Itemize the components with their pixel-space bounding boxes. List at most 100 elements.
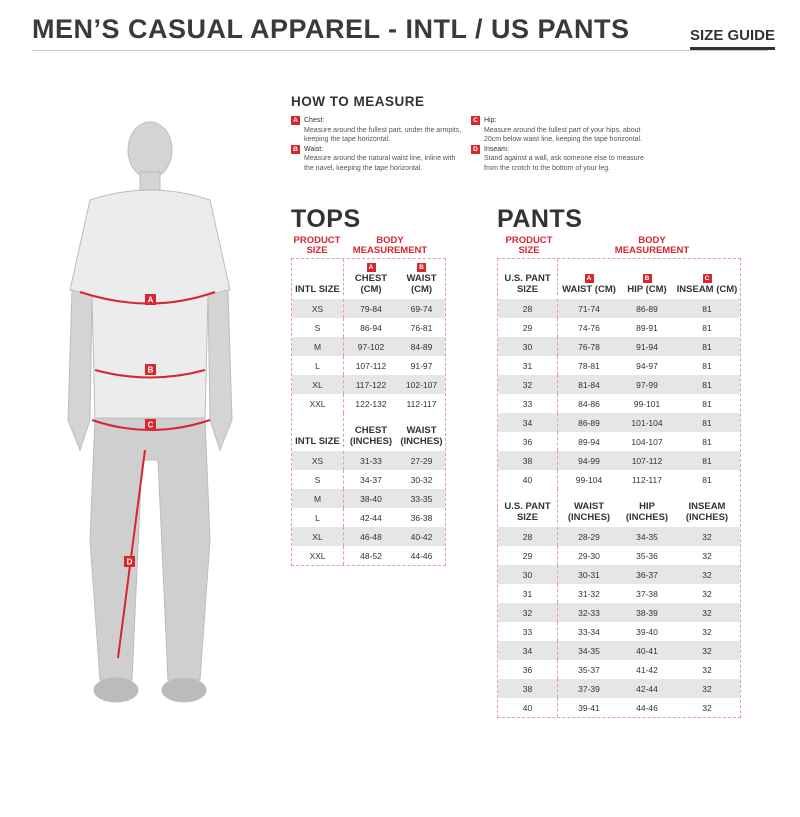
measure-item-text: Measure around the fullest part of your … bbox=[484, 126, 642, 144]
table-row: 33 84-86 99-101 81 bbox=[498, 394, 740, 413]
measure-item-header: B Waist: bbox=[291, 144, 466, 155]
cm-header-row: U.S. PANT SIZE A WAIST (CM) B HIP (CM) C INSEA… bbox=[498, 259, 740, 299]
size-cell: 31 bbox=[498, 584, 558, 603]
header-label: WAIST (INCHES) bbox=[567, 501, 611, 523]
page-title: MEN’S CASUAL APPAREL - INTL / US PANTS bbox=[32, 14, 630, 44]
size-cell: XL bbox=[292, 375, 344, 394]
size-cell: 40 bbox=[498, 470, 558, 489]
value-cell: 76-81 bbox=[410, 322, 433, 333]
table-row: 31 31-32 37-38 32 bbox=[498, 584, 740, 603]
divider bbox=[32, 50, 768, 51]
value-cell: 81 bbox=[702, 398, 712, 409]
header-label: INTL SIZE bbox=[295, 283, 340, 295]
header-cell: CHEST (INCHES) bbox=[344, 425, 398, 447]
value-cell: 81-84 bbox=[578, 379, 600, 390]
value-cell: 30-32 bbox=[410, 474, 433, 485]
value-cell: 89-91 bbox=[636, 322, 658, 333]
table-row: 30 76-78 91-94 81 bbox=[498, 337, 740, 356]
value-cell: 81 bbox=[702, 303, 712, 314]
value-cell: 32 bbox=[702, 683, 712, 694]
size-guide-tab[interactable]: SIZE GUIDE bbox=[690, 27, 776, 50]
value-cell: 48-52 bbox=[360, 550, 382, 561]
value-cell: 31-33 bbox=[360, 455, 382, 466]
value-cell: 107-112 bbox=[355, 360, 387, 371]
value-cell: 40-42 bbox=[410, 531, 433, 542]
size-cell: 30 bbox=[498, 337, 558, 356]
table-row: XL 46-48 40-42 bbox=[292, 527, 445, 546]
value-cell: 27-29 bbox=[410, 455, 433, 466]
tops-product-size: PRODUCT SIZE bbox=[293, 235, 341, 256]
size-cell: XXL bbox=[292, 546, 344, 565]
marker-badge: A bbox=[366, 263, 376, 272]
table-row: 28 71-74 86-89 81 bbox=[498, 299, 740, 318]
value-cell: 94-97 bbox=[636, 360, 658, 371]
column-header: B HIP (CM) bbox=[620, 273, 674, 296]
column-header: CHEST (INCHES) bbox=[344, 425, 398, 447]
header-label: WAIST (INCHES) bbox=[400, 425, 443, 447]
value-cell: 81 bbox=[702, 322, 712, 333]
measure-item-title: Inseam: bbox=[484, 145, 509, 153]
column-header: C INSEAM (CM) bbox=[674, 273, 740, 296]
table-row: 38 94-99 107-112 81 bbox=[498, 451, 740, 470]
value-cell: 28-29 bbox=[578, 531, 600, 542]
value-cell: 101-104 bbox=[631, 417, 663, 428]
table-row: 34 86-89 101-104 81 bbox=[498, 413, 740, 432]
size-cell: 38 bbox=[498, 451, 558, 470]
value-cell: 37-39 bbox=[578, 683, 600, 694]
measure-column-left: A Chest: Measure around the fullest part, … bbox=[291, 116, 466, 173]
header-cell: U.S. PANT SIZE bbox=[498, 273, 557, 295]
measure-item-header: D Inseam: bbox=[471, 144, 646, 155]
model-figure: A B C D bbox=[67, 121, 233, 703]
value-cell: 32 bbox=[702, 531, 712, 542]
pants-body-measurement: BODY MEASUREMENT bbox=[614, 235, 690, 256]
header-label: CHEST (INCHES) bbox=[349, 425, 393, 447]
measure-item-text: Measure around the fullest part, under t… bbox=[304, 126, 462, 144]
measure-item-text: Measure around the natural waist line, i… bbox=[304, 155, 456, 172]
header-label: INTL SIZE bbox=[295, 435, 340, 447]
table-row: 29 74-76 89-91 81 bbox=[498, 318, 740, 337]
column-header: B WAIST (CM) bbox=[398, 263, 445, 295]
value-cell: 89-94 bbox=[578, 436, 600, 447]
value-cell: 37-38 bbox=[636, 588, 658, 599]
value-cell: 81 bbox=[702, 455, 712, 466]
pants-product-size: PRODUCT SIZE bbox=[505, 235, 553, 256]
value-cell: 117-122 bbox=[355, 379, 387, 390]
size-cell: 33 bbox=[498, 394, 558, 413]
header-cell: WAIST (INCHES) bbox=[558, 501, 620, 523]
size-cell: 34 bbox=[498, 413, 558, 432]
measure-item-b: B Waist: Measure around the natural waist … bbox=[291, 144, 466, 174]
table-row: XS 31-33 27-29 bbox=[292, 451, 445, 470]
table-row: 40 39-41 44-46 32 bbox=[498, 698, 740, 717]
value-cell: 38-40 bbox=[360, 493, 382, 504]
marker-badge: A bbox=[584, 273, 594, 283]
size-cell: 28 bbox=[498, 527, 558, 546]
measure-item-title: Waist: bbox=[304, 145, 324, 153]
table-row: 36 89-94 104-107 81 bbox=[498, 432, 740, 451]
size-cell: XS bbox=[292, 299, 344, 318]
value-cell: 122-132 bbox=[355, 398, 387, 409]
value-cell: 86-89 bbox=[636, 303, 658, 314]
value-cell: 91-94 bbox=[636, 341, 658, 352]
value-cell: 32 bbox=[702, 626, 712, 637]
value-cell: 34-37 bbox=[360, 474, 382, 485]
value-cell: 99-101 bbox=[633, 398, 661, 409]
value-cell: 32 bbox=[702, 550, 712, 561]
table-row: XS 79-84 69-74 bbox=[292, 299, 445, 318]
pants-title: PANTS bbox=[497, 205, 583, 233]
value-cell: 91-97 bbox=[410, 360, 433, 371]
value-cell: 31-32 bbox=[578, 588, 600, 599]
column-header: HIP (INCHES) bbox=[620, 501, 674, 523]
value-cell: 86-89 bbox=[578, 417, 600, 428]
column-header: INTL SIZE bbox=[292, 259, 344, 295]
value-cell: 81 bbox=[702, 379, 712, 390]
value-cell: 33-35 bbox=[410, 493, 433, 504]
marker-badge: B bbox=[291, 144, 300, 154]
value-cell: 33-34 bbox=[578, 626, 600, 637]
header-label: INSEAM (CM) bbox=[676, 283, 738, 295]
value-cell: 32 bbox=[702, 664, 712, 675]
header-cell: U.S. PANT SIZE bbox=[498, 501, 557, 523]
value-cell: 81 bbox=[702, 360, 712, 371]
value-cell: 99-104 bbox=[575, 474, 603, 485]
table-row: S 34-37 30-32 bbox=[292, 470, 445, 489]
measure-item-d: D Inseam: Stand against a wall, ask someon… bbox=[471, 144, 646, 174]
